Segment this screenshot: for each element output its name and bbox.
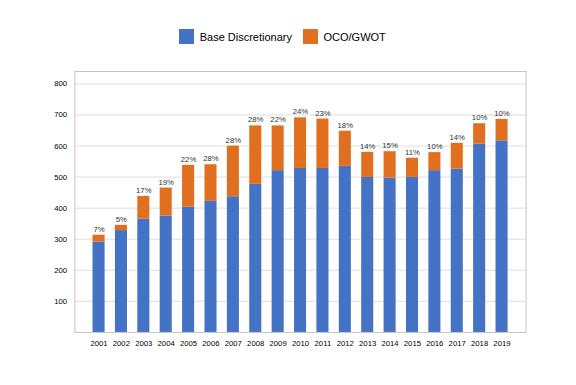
svg-text:200: 200 xyxy=(54,265,67,274)
svg-text:2014: 2014 xyxy=(381,338,399,347)
svg-text:2006: 2006 xyxy=(202,338,219,347)
svg-text:2013: 2013 xyxy=(359,338,376,347)
svg-text:17%: 17% xyxy=(136,185,152,194)
svg-text:2007: 2007 xyxy=(225,338,242,347)
svg-text:600: 600 xyxy=(54,141,67,150)
svg-text:28%: 28% xyxy=(203,154,219,163)
svg-text:14%: 14% xyxy=(360,141,376,150)
svg-text:15%: 15% xyxy=(382,141,398,150)
svg-text:2017: 2017 xyxy=(449,338,466,347)
svg-text:2003: 2003 xyxy=(135,338,152,347)
svg-text:28%: 28% xyxy=(248,115,264,124)
svg-text:10%: 10% xyxy=(472,113,488,122)
svg-text:28%: 28% xyxy=(226,135,242,144)
svg-text:2010: 2010 xyxy=(292,338,309,347)
svg-text:5%: 5% xyxy=(116,214,127,223)
svg-text:24%: 24% xyxy=(293,107,309,116)
svg-text:22%: 22% xyxy=(270,115,286,124)
svg-text:2001: 2001 xyxy=(90,338,107,347)
html-text:OCO/GWOT: OCO/GWOT xyxy=(323,30,386,43)
svg-text:2011: 2011 xyxy=(315,338,332,347)
svg-text:2015: 2015 xyxy=(404,338,421,347)
svg-text:10%: 10% xyxy=(427,142,443,151)
svg-text:800: 800 xyxy=(54,79,67,88)
svg-text:2016: 2016 xyxy=(426,338,443,347)
svg-text:2008: 2008 xyxy=(247,338,264,347)
svg-text:7%: 7% xyxy=(93,224,104,233)
svg-text:10%: 10% xyxy=(494,108,510,117)
svg-text:22%: 22% xyxy=(181,154,197,163)
svg-text:23%: 23% xyxy=(315,108,331,117)
svg-text:19%: 19% xyxy=(158,177,174,186)
svg-text:2018: 2018 xyxy=(471,338,488,347)
svg-text:100: 100 xyxy=(54,296,67,305)
svg-text:14%: 14% xyxy=(449,132,465,141)
svg-text:2019: 2019 xyxy=(493,338,510,347)
svg-text:300: 300 xyxy=(54,234,67,243)
svg-text:2012: 2012 xyxy=(337,338,354,347)
svg-text:400: 400 xyxy=(54,203,67,212)
svg-text:2005: 2005 xyxy=(180,338,197,347)
svg-text:18%: 18% xyxy=(338,120,354,129)
svg-text:2009: 2009 xyxy=(269,338,286,347)
svg-text:2004: 2004 xyxy=(158,338,176,347)
svg-text:500: 500 xyxy=(54,172,67,181)
svg-text:11%: 11% xyxy=(405,147,420,156)
html-text:Base Discretionary: Base Discretionary xyxy=(199,30,292,43)
svg-text:2002: 2002 xyxy=(113,338,130,347)
svg-text:700: 700 xyxy=(54,110,67,119)
